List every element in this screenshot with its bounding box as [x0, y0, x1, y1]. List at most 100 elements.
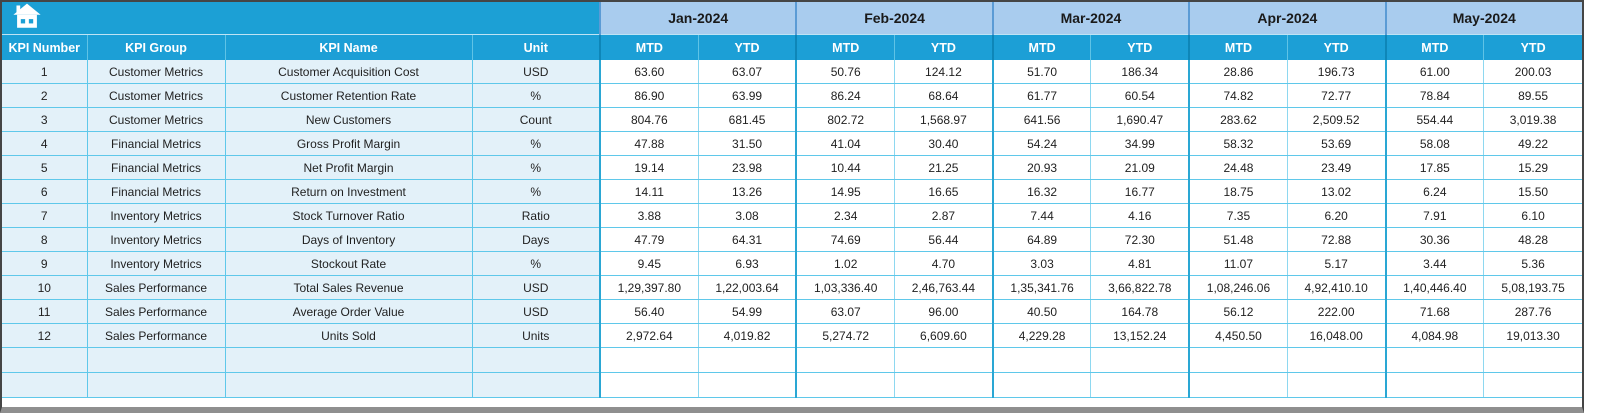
ytd-value-cell[interactable]: 13.02 — [1286, 179, 1386, 204]
mtd-value-cell[interactable] — [1188, 372, 1288, 398]
unit-cell[interactable] — [471, 372, 600, 398]
ytd-value-cell[interactable]: 13,152.24 — [1090, 323, 1190, 348]
mtd-value-cell[interactable]: 4,450.50 — [1188, 323, 1288, 348]
mtd-value-cell[interactable]: 56.40 — [598, 299, 699, 324]
mtd-value-cell[interactable]: 74.69 — [795, 227, 895, 252]
ytd-value-cell[interactable]: 1,568.97 — [894, 107, 993, 132]
ytd-value-cell[interactable]: 72.30 — [1090, 227, 1190, 252]
ytd-value-cell[interactable]: 3,019.38 — [1483, 107, 1582, 132]
mtd-value-cell[interactable]: 16.32 — [991, 179, 1091, 204]
unit-cell[interactable]: Ratio — [471, 203, 600, 228]
kpi-number-cell[interactable]: 1 — [2, 60, 87, 84]
ytd-value-cell[interactable]: 4.16 — [1090, 203, 1190, 228]
home-button[interactable] — [2, 2, 601, 35]
kpi-number-cell[interactable]: 2 — [2, 83, 87, 108]
unit-cell[interactable]: % — [471, 251, 600, 276]
kpi-group-cell[interactable] — [86, 347, 225, 373]
unit-cell[interactable]: % — [471, 131, 600, 156]
mtd-value-cell[interactable] — [795, 372, 895, 398]
mtd-value-cell[interactable]: 61.77 — [991, 83, 1091, 108]
ytd-value-cell[interactable]: 23.98 — [697, 155, 797, 180]
mtd-value-cell[interactable]: 641.56 — [991, 107, 1091, 132]
mtd-value-cell[interactable]: 554.44 — [1384, 107, 1484, 132]
ytd-value-cell[interactable]: 6.20 — [1286, 203, 1386, 228]
ytd-value-cell[interactable]: 4,019.82 — [697, 323, 797, 348]
kpi-name-cell[interactable]: Gross Profit Margin — [224, 131, 472, 156]
unit-cell[interactable]: USD — [471, 299, 600, 324]
ytd-value-cell[interactable]: 200.03 — [1483, 60, 1582, 84]
mtd-value-cell[interactable]: 24.48 — [1188, 155, 1288, 180]
mtd-value-cell[interactable]: 61.00 — [1384, 60, 1484, 84]
mtd-value-cell[interactable] — [1384, 347, 1484, 373]
unit-cell[interactable]: Units — [471, 323, 600, 348]
ytd-value-cell[interactable]: 60.54 — [1090, 83, 1190, 108]
mtd-value-cell[interactable]: 58.08 — [1384, 131, 1484, 156]
unit-cell[interactable]: Days — [471, 227, 600, 252]
unit-cell[interactable]: % — [471, 83, 600, 108]
kpi-number-cell[interactable]: 6 — [2, 179, 87, 204]
unit-cell[interactable] — [471, 347, 600, 373]
kpi-number-cell[interactable]: 5 — [2, 155, 87, 180]
kpi-number-cell[interactable]: 12 — [2, 323, 87, 348]
ytd-value-cell[interactable]: 15.29 — [1483, 155, 1582, 180]
mtd-value-cell[interactable] — [991, 372, 1091, 398]
kpi-group-cell[interactable]: Inventory Metrics — [86, 203, 225, 228]
ytd-value-cell[interactable]: 164.78 — [1090, 299, 1190, 324]
unit-cell[interactable]: Count — [471, 107, 600, 132]
mtd-value-cell[interactable]: 1,35,341.76 — [991, 275, 1091, 300]
ytd-value-cell[interactable]: 681.45 — [697, 107, 797, 132]
mtd-value-cell[interactable]: 4,229.28 — [991, 323, 1091, 348]
mtd-value-cell[interactable]: 63.60 — [598, 60, 699, 84]
kpi-group-cell[interactable]: Sales Performance — [86, 299, 225, 324]
ytd-value-cell[interactable]: 6.10 — [1483, 203, 1582, 228]
mtd-value-cell[interactable]: 20.93 — [991, 155, 1091, 180]
ytd-value-cell[interactable] — [1286, 372, 1386, 398]
ytd-value-cell[interactable]: 2,509.52 — [1286, 107, 1386, 132]
ytd-value-cell[interactable]: 68.64 — [894, 83, 993, 108]
kpi-number-cell[interactable]: 7 — [2, 203, 87, 228]
kpi-name-cell[interactable]: Return on Investment — [224, 179, 472, 204]
kpi-name-cell[interactable]: Days of Inventory — [224, 227, 472, 252]
ytd-value-cell[interactable] — [1286, 347, 1386, 373]
kpi-group-cell[interactable]: Sales Performance — [86, 275, 225, 300]
ytd-value-cell[interactable]: 49.22 — [1483, 131, 1582, 156]
mtd-value-cell[interactable]: 6.24 — [1384, 179, 1484, 204]
mtd-value-cell[interactable]: 7.91 — [1384, 203, 1484, 228]
ytd-value-cell[interactable]: 4,92,410.10 — [1286, 275, 1386, 300]
ytd-value-cell[interactable]: 124.12 — [894, 60, 993, 84]
ytd-value-cell[interactable]: 72.88 — [1286, 227, 1386, 252]
mtd-value-cell[interactable]: 2.34 — [795, 203, 895, 228]
ytd-value-cell[interactable]: 72.77 — [1286, 83, 1386, 108]
ytd-value-cell[interactable]: 287.76 — [1483, 299, 1582, 324]
ytd-value-cell[interactable]: 48.28 — [1483, 227, 1582, 252]
kpi-number-cell[interactable] — [2, 372, 87, 398]
kpi-name-cell[interactable]: Total Sales Revenue — [224, 275, 472, 300]
mtd-value-cell[interactable]: 50.76 — [795, 60, 895, 84]
kpi-name-cell[interactable]: New Customers — [224, 107, 472, 132]
mtd-value-cell[interactable]: 9.45 — [598, 251, 699, 276]
kpi-group-cell[interactable]: Customer Metrics — [86, 83, 225, 108]
ytd-value-cell[interactable]: 5,08,193.75 — [1483, 275, 1582, 300]
mtd-value-cell[interactable]: 51.70 — [991, 60, 1091, 84]
mtd-value-cell[interactable]: 7.35 — [1188, 203, 1288, 228]
unit-cell[interactable]: USD — [471, 275, 600, 300]
mtd-value-cell[interactable]: 1.02 — [795, 251, 895, 276]
kpi-group-cell[interactable]: Sales Performance — [86, 323, 225, 348]
ytd-value-cell[interactable]: 34.99 — [1090, 131, 1190, 156]
kpi-number-cell[interactable]: 9 — [2, 251, 87, 276]
ytd-value-cell[interactable]: 63.07 — [697, 60, 797, 84]
kpi-number-cell[interactable]: 4 — [2, 131, 87, 156]
mtd-value-cell[interactable]: 47.79 — [598, 227, 699, 252]
kpi-name-cell[interactable]: Customer Acquisition Cost — [224, 60, 472, 84]
ytd-value-cell[interactable] — [1090, 372, 1190, 398]
ytd-value-cell[interactable] — [697, 347, 797, 373]
mtd-value-cell[interactable]: 86.24 — [795, 83, 895, 108]
ytd-value-cell[interactable]: 63.99 — [697, 83, 797, 108]
mtd-value-cell[interactable]: 802.72 — [795, 107, 895, 132]
ytd-value-cell[interactable]: 1,22,003.64 — [697, 275, 797, 300]
kpi-group-cell[interactable]: Financial Metrics — [86, 155, 225, 180]
kpi-group-cell[interactable]: Financial Metrics — [86, 131, 225, 156]
ytd-value-cell[interactable]: 96.00 — [894, 299, 993, 324]
kpi-group-cell[interactable]: Inventory Metrics — [86, 227, 225, 252]
ytd-value-cell[interactable] — [1483, 372, 1582, 398]
